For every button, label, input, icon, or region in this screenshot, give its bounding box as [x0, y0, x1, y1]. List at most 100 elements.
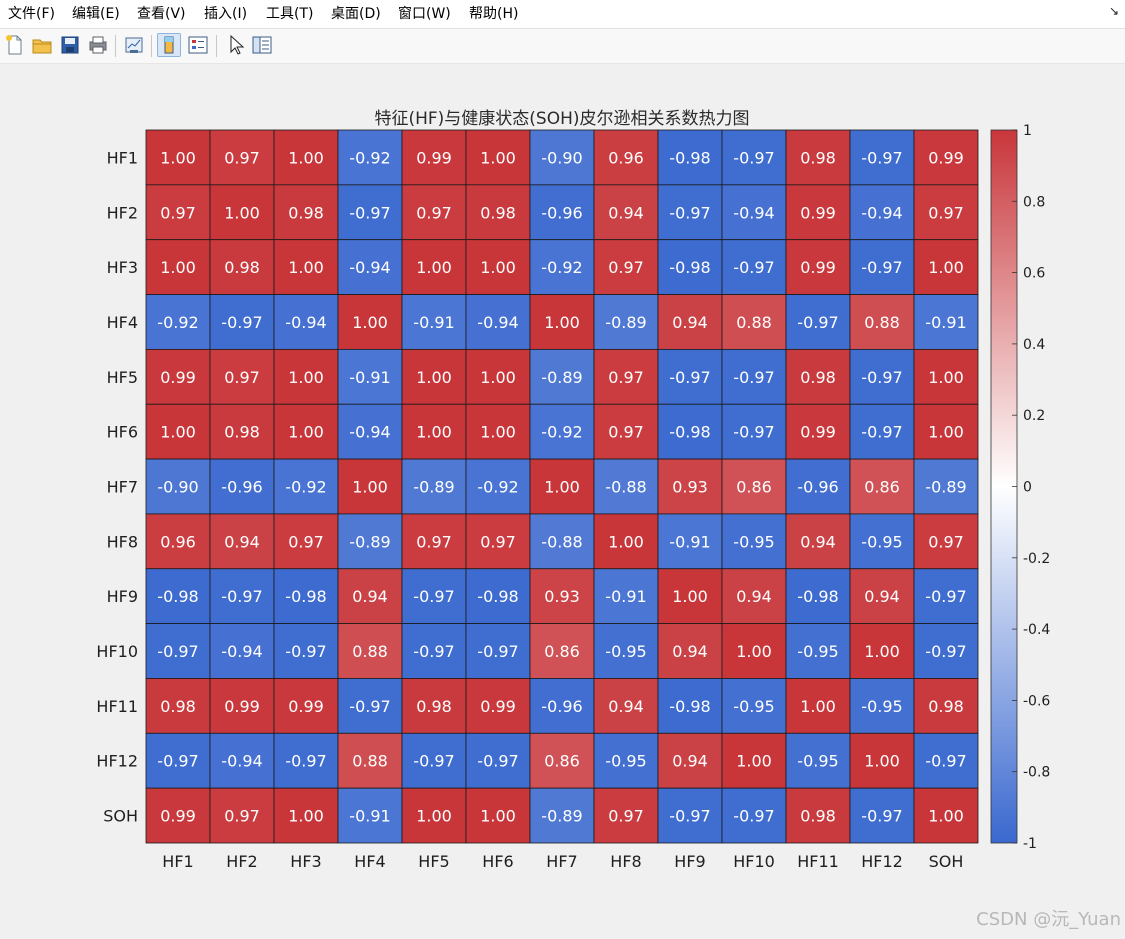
heatmap-cell-HF7-HF1 — [145, 458, 211, 515]
heatmap-cell-HF10-HF2 — [209, 623, 275, 679]
heatmap-cell-SOH-SOH — [913, 787, 979, 844]
menu-file[interactable]: 文件(F) — [8, 6, 55, 22]
cell-value-label: 0.99 — [800, 203, 836, 222]
cell-value-label: 1.00 — [352, 313, 388, 332]
cell-value-label: 0.98 — [800, 368, 836, 387]
menu-tools[interactable]: 工具(T) — [266, 6, 314, 22]
cell-value-label: -0.97 — [733, 368, 774, 387]
heatmap-cell-HF7-SOH — [913, 458, 979, 515]
cell-value-label: -0.94 — [349, 423, 390, 442]
heatmap-cell-HF7-HF11 — [785, 458, 851, 515]
cell-value-label: 0.99 — [224, 697, 260, 716]
cell-value-label: -0.97 — [413, 642, 454, 661]
cell-value-label: 0.98 — [224, 258, 260, 277]
heatmap-cell-HF3-HF11 — [785, 239, 851, 295]
heatmap-cell-HF2-HF8 — [593, 184, 659, 241]
cell-value-label: 0.97 — [160, 203, 196, 222]
cell-value-label: -0.95 — [797, 752, 838, 771]
cell-value-label: 0.97 — [416, 203, 452, 222]
cell-value-label: -0.95 — [797, 642, 838, 661]
heatmap-cell-SOH-HF10 — [721, 787, 787, 844]
heatmap-cell-HF9-HF12 — [849, 568, 915, 625]
heatmap-cell-HF1-HF4 — [337, 129, 403, 186]
cell-value-label: -0.90 — [541, 148, 582, 167]
heatmap-cell-HF12-HF5 — [401, 732, 467, 789]
x-tick-label: HF2 — [226, 852, 257, 871]
heatmap-cell-HF4-HF1 — [145, 294, 211, 350]
menu-desktop[interactable]: 桌面(D) — [331, 6, 381, 22]
cell-value-label: -0.95 — [861, 532, 902, 551]
cell-value-label: 1.00 — [288, 148, 324, 167]
cell-value-label: 0.88 — [736, 313, 772, 332]
heatmap-cell-HF9-HF1 — [145, 568, 211, 625]
cell-value-label: 1.00 — [736, 642, 772, 661]
cell-value-label: 0.97 — [608, 807, 644, 826]
y-tick-label: HF1 — [107, 148, 138, 167]
cell-value-label: -0.97 — [925, 587, 966, 606]
heatmap-cell-HF8-HF12 — [849, 513, 915, 570]
heatmap-cell-HF11-HF12 — [849, 678, 915, 734]
heatmap-cell-HF6-HF3 — [273, 403, 339, 460]
cell-value-label: 1.00 — [672, 587, 708, 606]
heatmap-cell-HF11-HF2 — [209, 678, 275, 734]
dock-figure-icon[interactable]: ↘ — [1108, 4, 1119, 18]
menu-window[interactable]: 窗口(W) — [398, 6, 451, 22]
cell-value-label: -0.94 — [349, 258, 390, 277]
heatmap-cell-HF6-HF11 — [785, 403, 851, 460]
legend-toggle-icon[interactable] — [186, 33, 210, 57]
cell-value-label: 0.98 — [288, 203, 324, 222]
cell-value-label: -0.92 — [157, 313, 198, 332]
cell-value-label: -0.95 — [733, 697, 774, 716]
cell-value-label: 1.00 — [928, 807, 964, 826]
cell-value-label: 0.97 — [224, 368, 260, 387]
y-tick-label: HF7 — [107, 478, 138, 497]
cell-value-label: 0.97 — [480, 532, 516, 551]
heatmap-cell-HF12-HF8 — [593, 732, 659, 789]
heatmap-cell-HF4-HF4 — [337, 294, 403, 350]
cell-value-label: 0.97 — [416, 532, 452, 551]
colorbar-tick-label: 0.8 — [1023, 194, 1045, 210]
new-file-icon[interactable] — [3, 33, 27, 57]
menu-help[interactable]: 帮助(H) — [469, 6, 519, 22]
menu-insert[interactable]: 插入(I) — [204, 6, 248, 22]
cell-value-label: -0.97 — [733, 807, 774, 826]
cell-value-label: -0.95 — [605, 642, 646, 661]
cell-value-label: -0.98 — [797, 587, 838, 606]
heatmap-cells: 1.00 0.97 1.00 -0.92 0.99 1.00 -0.90 0.96 -0.98 -… — [145, 129, 979, 844]
heatmap-cell-HF9-HF9 — [657, 568, 723, 625]
heatmap-cell-HF5-HF1 — [145, 348, 211, 405]
heatmap-cell-HF11-SOH — [913, 678, 979, 734]
link-plot-icon[interactable] — [122, 33, 146, 57]
cell-value-label: -0.97 — [221, 587, 262, 606]
cell-value-label: -0.95 — [733, 532, 774, 551]
cell-value-label: 0.97 — [928, 532, 964, 551]
pointer-icon[interactable] — [224, 33, 248, 57]
property-inspector-icon[interactable] — [250, 33, 274, 57]
heatmap-cell-HF11-HF9 — [657, 678, 723, 734]
heatmap-cell-HF11-HF5 — [401, 678, 467, 734]
heatmap-cell-HF2-HF11 — [785, 184, 851, 241]
cell-value-label: 0.99 — [160, 807, 196, 826]
open-folder-icon[interactable] — [30, 33, 54, 57]
heatmap-cell-SOH-HF9 — [657, 787, 723, 844]
cell-value-label: 1.00 — [416, 807, 452, 826]
cell-value-label: -0.91 — [349, 807, 390, 826]
heatmap-cell-HF8-HF8 — [593, 513, 659, 570]
cell-value-label: 0.99 — [160, 368, 196, 387]
print-icon[interactable] — [86, 33, 110, 57]
cell-value-label: 0.88 — [864, 313, 900, 332]
cell-value-label: -0.88 — [541, 532, 582, 551]
x-axis-labels: HF1 HF2 HF3 HF4 HF5 HF6 HF7 HF8 HF9 HF10 HF11 HF12 S… — [162, 852, 963, 871]
menu-view[interactable]: 查看(V) — [137, 6, 186, 22]
cell-value-label: -0.97 — [413, 752, 454, 771]
heatmap-cell-HF6-SOH — [913, 403, 979, 460]
menu-edit[interactable]: 编辑(E) — [72, 6, 120, 22]
save-icon[interactable] — [58, 33, 82, 57]
colorbar-toggle-icon[interactable] — [157, 33, 181, 57]
cell-value-label: -0.97 — [669, 203, 710, 222]
cell-value-label: -0.97 — [221, 313, 262, 332]
heatmap-cell-HF9-HF8 — [593, 568, 659, 625]
heatmap-cell-HF6-HF6 — [465, 403, 531, 460]
heatmap-cell-HF8-HF6 — [465, 513, 531, 570]
cell-value-label: -0.91 — [669, 532, 710, 551]
